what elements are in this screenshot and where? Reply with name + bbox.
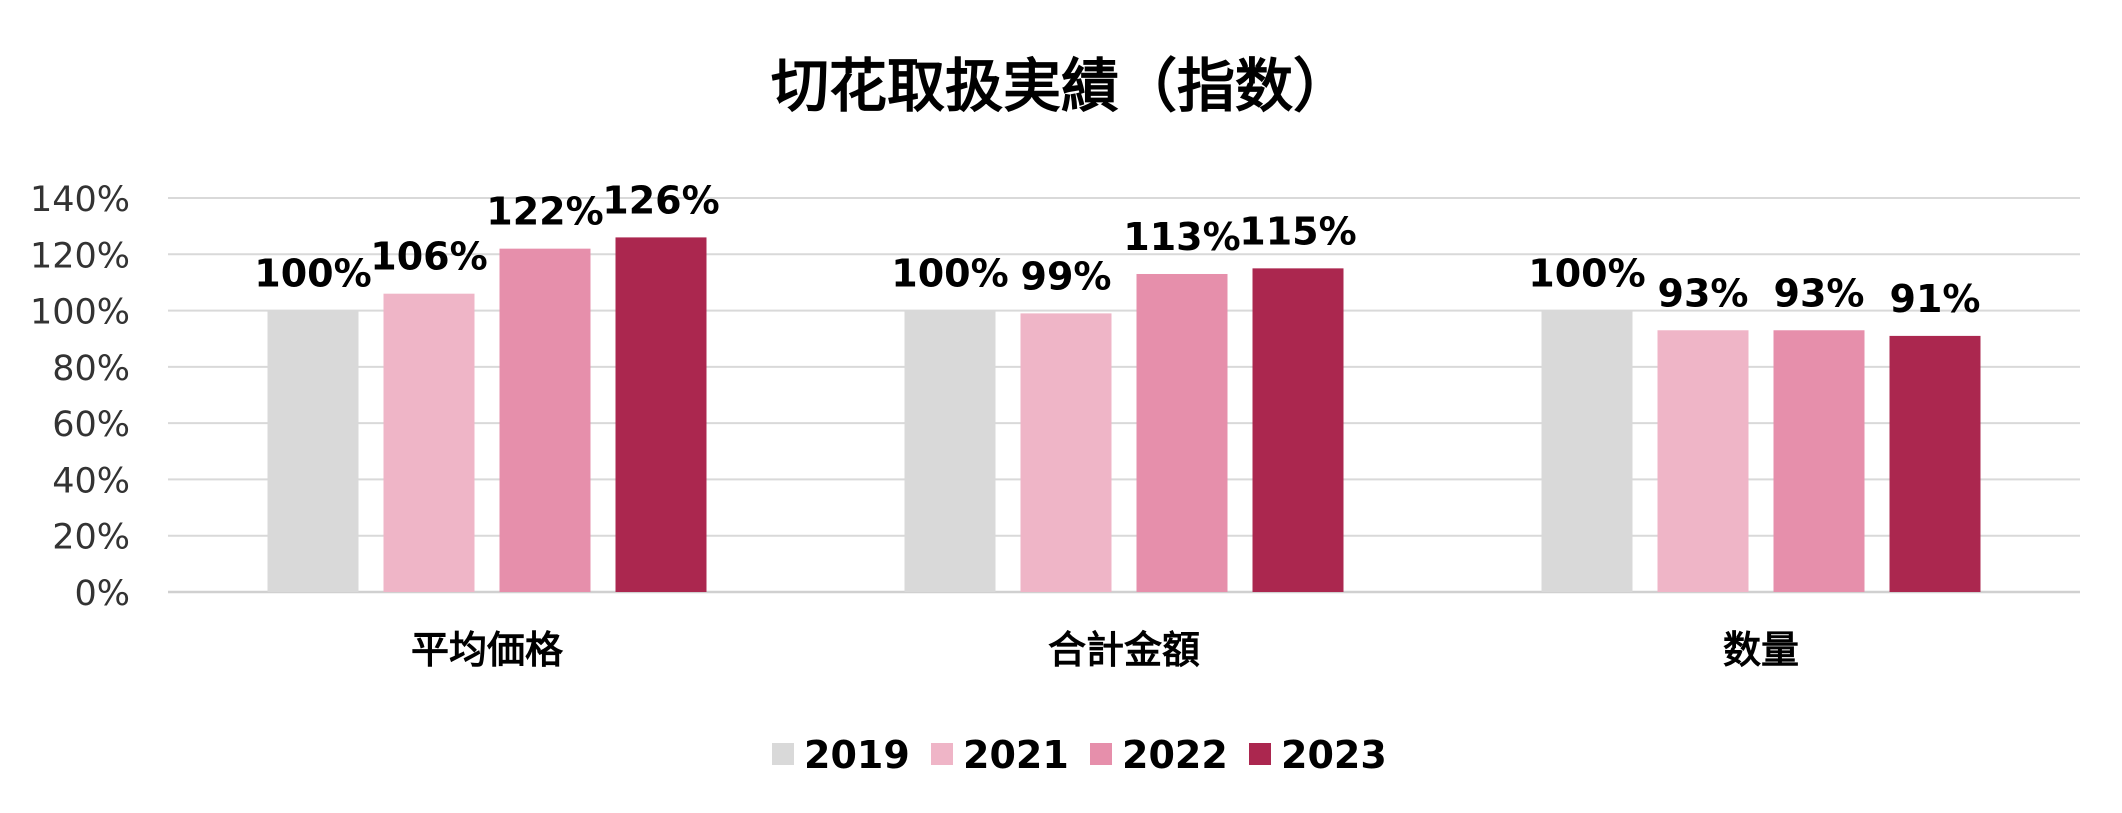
bar-2021-0 — [383, 293, 475, 592]
data-label: 100% — [1528, 252, 1645, 296]
data-label: 93% — [1774, 271, 1865, 315]
legend-label-2023: 2023 — [1281, 733, 1387, 777]
data-label: 106% — [370, 235, 487, 279]
data-label: 113% — [1123, 215, 1240, 259]
data-label: 100% — [891, 252, 1008, 296]
legend-label-2022: 2022 — [1122, 733, 1228, 777]
y-tick-label: 0% — [74, 574, 130, 614]
bar-2019-0 — [267, 310, 359, 592]
category-label: 平均価格 — [411, 628, 564, 672]
data-label: 91% — [1890, 277, 1981, 321]
gridlines — [168, 197, 2080, 594]
bar-2019-2 — [1541, 310, 1633, 592]
y-tick-label: 60% — [52, 405, 130, 445]
y-tick-label: 40% — [52, 461, 130, 501]
category-label: 合計金額 — [1048, 628, 1200, 672]
bar-2022-1 — [1136, 273, 1228, 592]
legend-label-2021: 2021 — [963, 733, 1069, 777]
legend-swatch-2019 — [772, 743, 794, 765]
data-label: 122% — [486, 190, 603, 234]
legend-swatch-2021 — [931, 743, 953, 765]
category-label: 数量 — [1723, 628, 1799, 672]
y-axis-tick-labels: 0% 20% 40% 60% 80% 100% 120% 140% — [30, 180, 130, 614]
legend-label-2019: 2019 — [804, 733, 910, 777]
bar-2022-0 — [499, 248, 591, 592]
data-label: 93% — [1658, 271, 1749, 315]
data-labels: 100%106%122%126%100% 99%113%115%100% 93% 93… — [254, 178, 1980, 321]
y-tick-label: 120% — [30, 236, 130, 276]
chart-title: 切花取扱実績（指数） — [771, 52, 1351, 120]
data-label: 100% — [254, 252, 371, 296]
y-tick-label: 140% — [30, 180, 130, 220]
bar-2023-1 — [1252, 268, 1344, 592]
bar-2022-2 — [1773, 330, 1865, 592]
y-tick-label: 80% — [52, 349, 130, 389]
data-label: 99% — [1021, 254, 1112, 298]
bar-2019-1 — [904, 310, 996, 592]
legend: 2019 2021 2022 2023 — [772, 733, 1387, 777]
bar-2023-0 — [615, 237, 707, 592]
data-label: 126% — [602, 178, 719, 222]
bar-2023-2 — [1889, 335, 1981, 592]
x-axis-category-labels: 平均価格 合計金額 数量 — [411, 628, 1799, 672]
y-tick-label: 100% — [30, 293, 130, 333]
legend-swatch-2022 — [1090, 743, 1112, 765]
data-label: 115% — [1239, 209, 1356, 253]
bar-2021-1 — [1020, 313, 1112, 592]
bar-2021-2 — [1657, 330, 1749, 592]
legend-swatch-2023 — [1249, 743, 1271, 765]
y-tick-label: 20% — [52, 518, 130, 558]
bars — [267, 237, 1981, 592]
